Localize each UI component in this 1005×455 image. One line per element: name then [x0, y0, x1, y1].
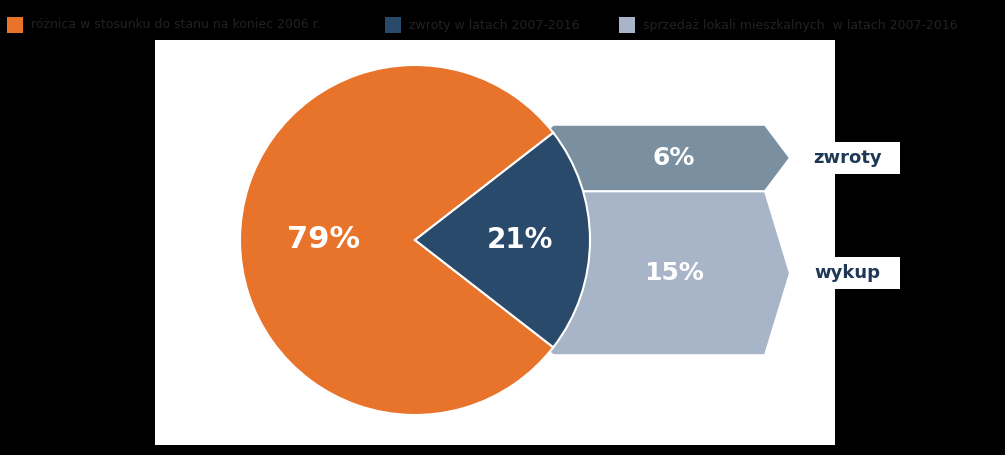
Text: wykup: wykup: [814, 264, 880, 282]
Text: różnica w stosunku do stanu na koniec 2006 r.: różnica w stosunku do stanu na koniec 20…: [31, 19, 321, 31]
Bar: [795, 142, 900, 174]
Text: 21%: 21%: [486, 226, 553, 254]
Wedge shape: [240, 65, 554, 415]
Text: 15%: 15%: [644, 261, 705, 285]
Text: 6%: 6%: [653, 146, 695, 170]
Polygon shape: [415, 191, 790, 355]
Text: zwroty w latach 2007-2016: zwroty w latach 2007-2016: [409, 19, 579, 31]
Bar: [155, 40, 835, 445]
Text: 79%: 79%: [287, 226, 361, 254]
Text: zwroty: zwroty: [813, 149, 881, 167]
Bar: [619, 17, 635, 33]
Polygon shape: [415, 125, 790, 240]
Bar: [795, 257, 900, 289]
Bar: [385, 17, 401, 33]
Wedge shape: [415, 133, 590, 347]
Text: sprzedaż lokali mieszkalnych  w latach 2007-2016: sprzedaż lokali mieszkalnych w latach 20…: [643, 19, 958, 31]
Bar: [7, 17, 23, 33]
